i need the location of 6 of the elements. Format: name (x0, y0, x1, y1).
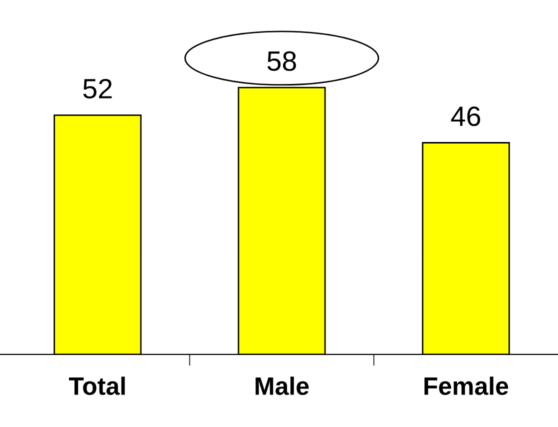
data-label: 58 (267, 51, 296, 71)
x-tick-label: Total (68, 376, 125, 395)
x-tick-label: Female (424, 376, 508, 395)
data-label: 52 (83, 78, 112, 99)
data-label: 46 (451, 106, 480, 126)
x-tick-label: Male (256, 376, 309, 395)
